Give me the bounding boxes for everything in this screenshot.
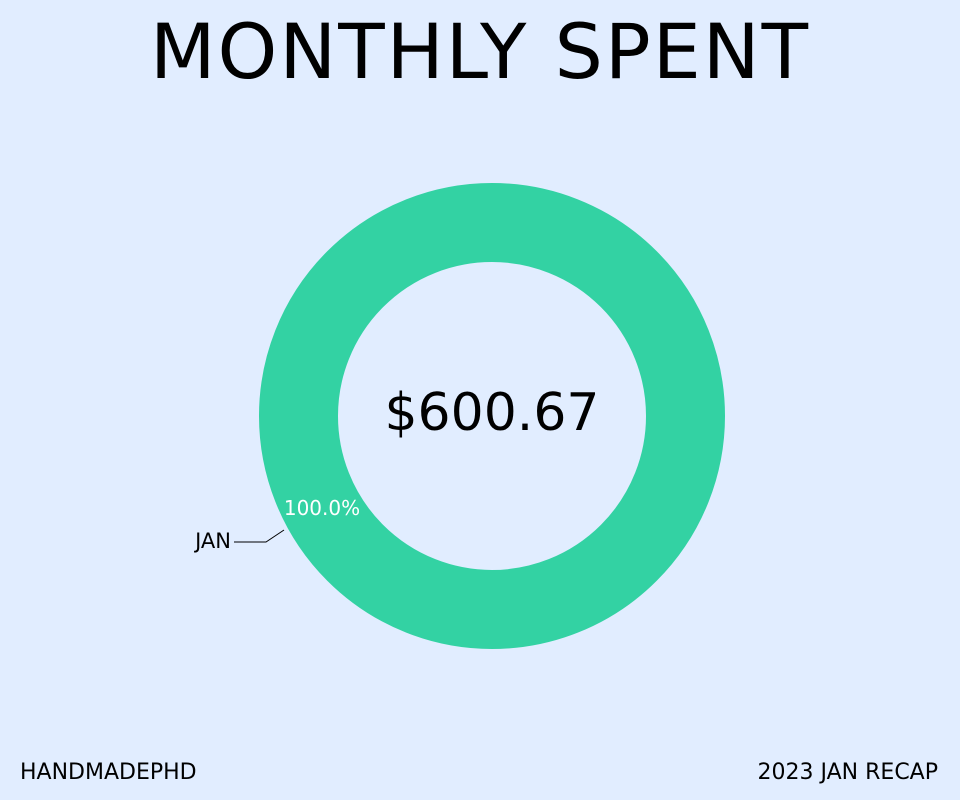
footer-recap: 2023 JAN RECAP	[757, 760, 938, 785]
chart-title: MONTHLY SPENT	[149, 7, 810, 96]
donut-center-total: $600.67	[384, 383, 599, 443]
donut-slice-jan	[259, 183, 725, 649]
footer-brand: HANDMADEPHD	[20, 760, 197, 785]
donut-slices	[259, 183, 725, 649]
donut-leader-line	[234, 529, 285, 543]
donut-labels: 100.0% JAN	[193, 496, 360, 553]
donut-value-label: 100.0%	[284, 496, 360, 520]
donut-category-label: JAN	[193, 529, 231, 553]
